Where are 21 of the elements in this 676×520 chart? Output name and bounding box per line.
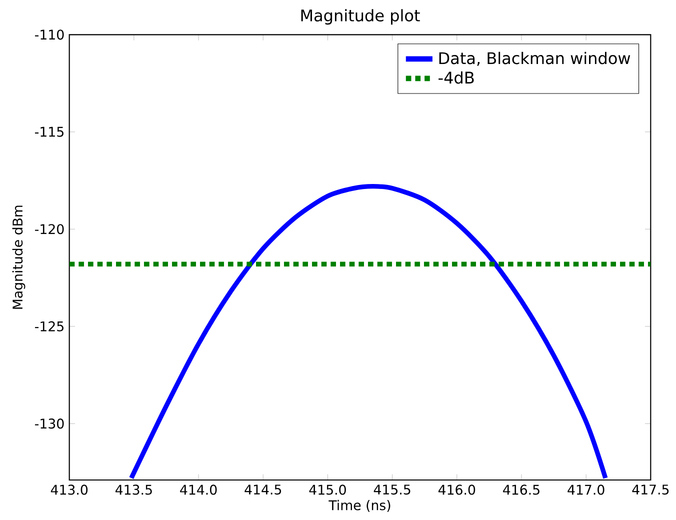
x-tick-label: 414.5 <box>244 484 282 495</box>
x-tick-label: 415.5 <box>374 484 410 495</box>
x-tick-label: 416.0 <box>438 484 476 495</box>
y-tick-label: -115 <box>35 126 64 137</box>
legend-label: Data, Blackman window <box>439 52 630 66</box>
y-tick-label: -125 <box>35 321 64 332</box>
x-axis-title: Time (ns) <box>328 500 390 512</box>
y-axis-title: Magnitude dBm <box>12 206 26 309</box>
x-tick-label: 414.0 <box>180 484 217 495</box>
x-tick-label: 417.5 <box>632 484 669 495</box>
chart-title: Magnitude plot <box>301 9 420 25</box>
y-tick-label: -120 <box>35 224 64 234</box>
x-tick-label: 416.5 <box>503 484 540 495</box>
x-tick-label: 417.0 <box>568 484 604 495</box>
y-tick-label: -110 <box>35 30 64 40</box>
x-tick-label: 413.5 <box>115 484 152 495</box>
y-tick-label: -130 <box>35 418 64 429</box>
x-tick-label: 415.0 <box>309 484 346 495</box>
line-series <box>129 184 608 480</box>
legend-label: -4dB <box>438 71 474 84</box>
x-tick-label: 413.0 <box>50 484 88 495</box>
